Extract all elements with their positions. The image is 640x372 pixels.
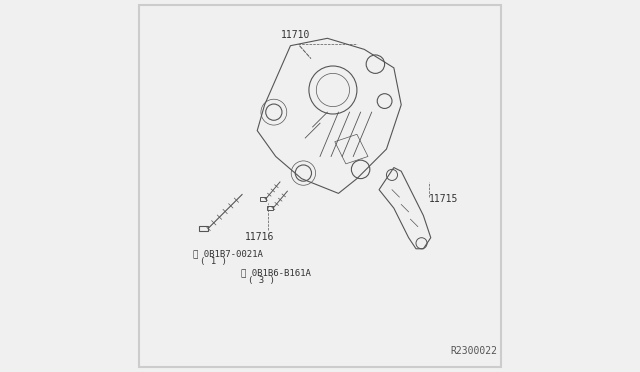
Text: Ⓑ 0B1B6-B161A: Ⓑ 0B1B6-B161A	[241, 268, 310, 277]
Text: ( 3 ): ( 3 )	[248, 276, 275, 285]
Text: 11716: 11716	[244, 232, 274, 242]
Text: 11710: 11710	[282, 30, 310, 40]
Text: Ⓑ 0B1B7-0021A: Ⓑ 0B1B7-0021A	[193, 250, 262, 259]
Text: ( 1 ): ( 1 )	[200, 257, 227, 266]
Bar	[268, 206, 273, 211]
Text: R2300022: R2300022	[450, 346, 497, 356]
Bar	[260, 197, 266, 201]
Bar	[199, 225, 208, 231]
Text: 11715: 11715	[429, 194, 459, 204]
